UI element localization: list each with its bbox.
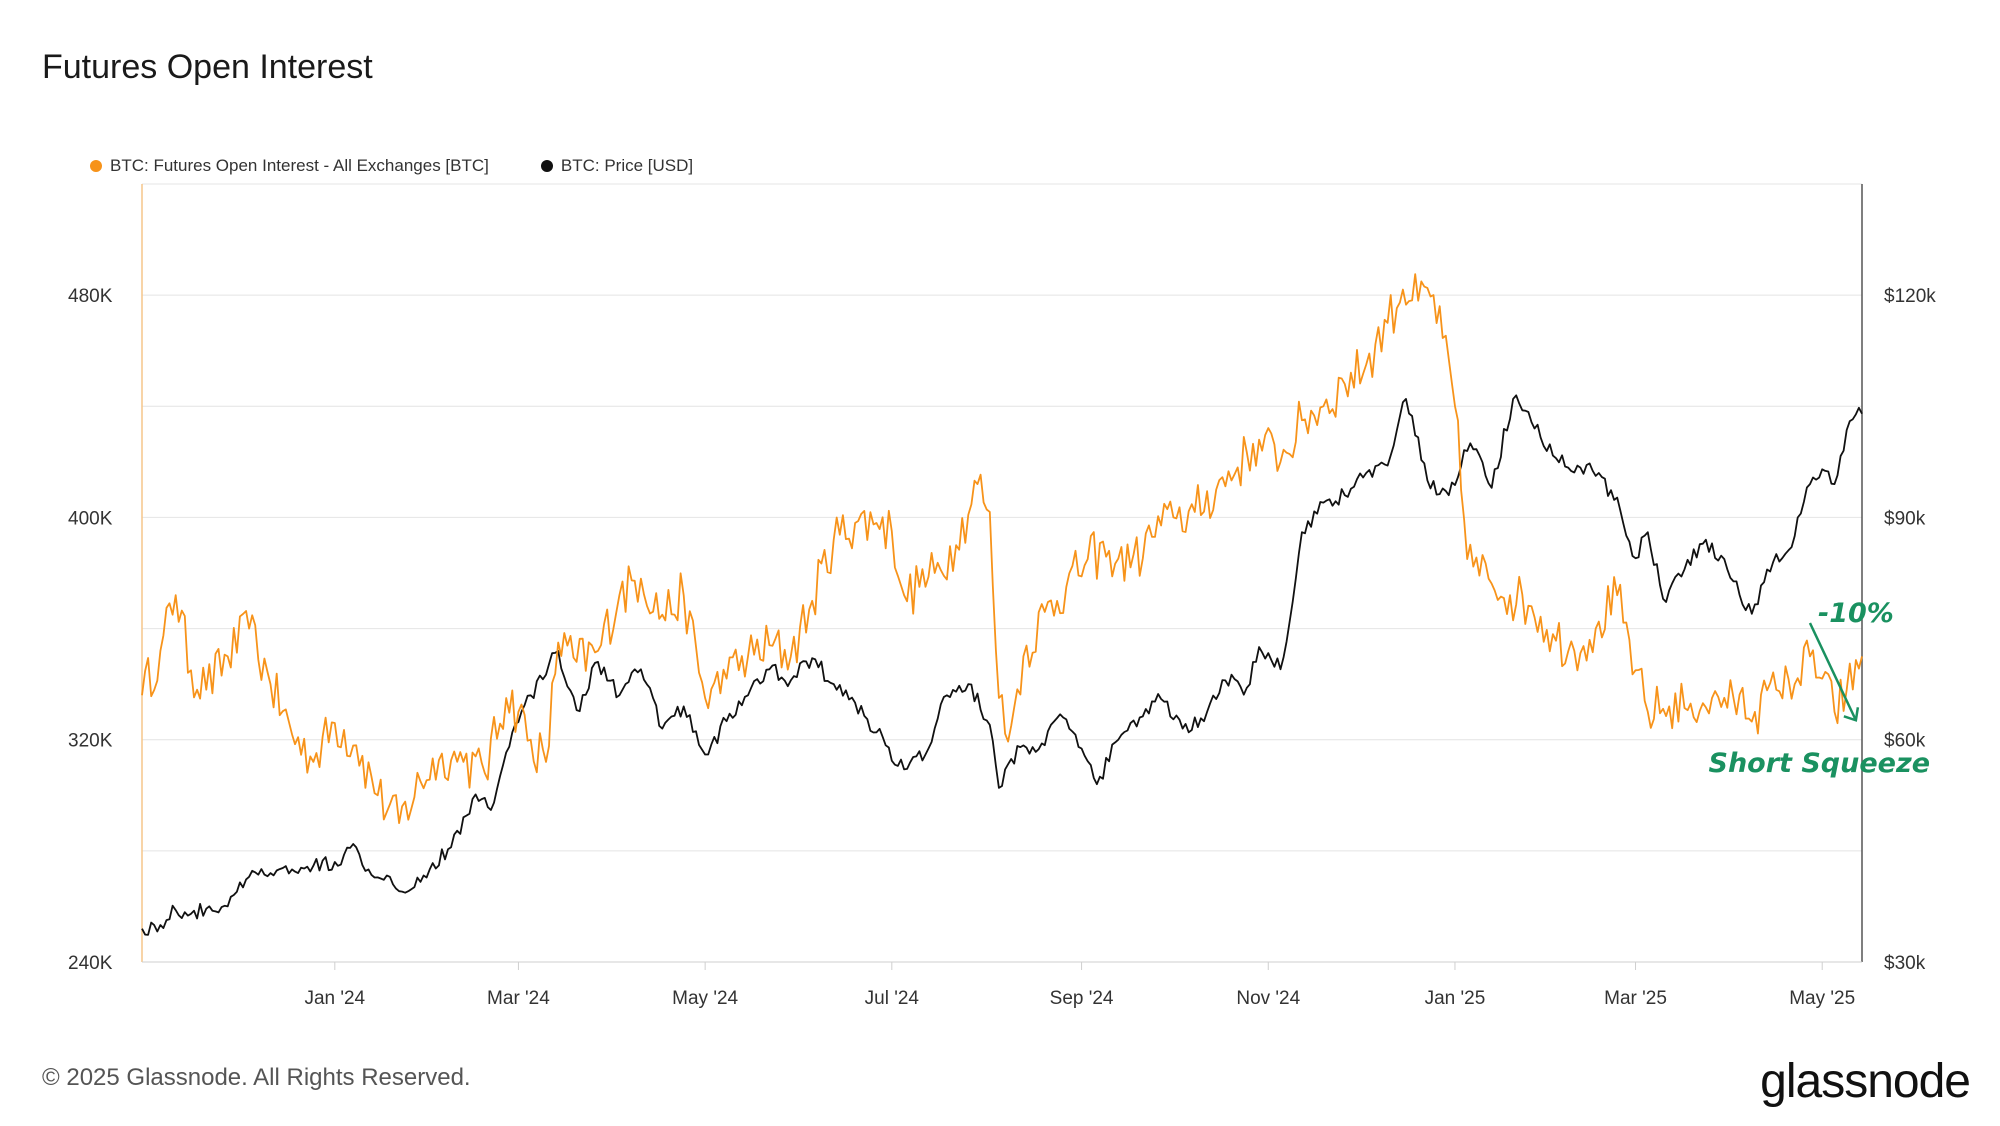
series-line-price[interactable]: [141, 394, 1863, 936]
legend-dot-orange-icon: [90, 160, 102, 172]
legend-item-price[interactable]: BTC: Price [USD]: [540, 156, 694, 176]
x-tick-label: Jan '25: [1425, 988, 1486, 1009]
y-right-tick-label: $60k: [1884, 731, 1926, 752]
legend-item-open-interest[interactable]: BTC: Futures Open Interest - All Exchang…: [90, 156, 489, 176]
x-tick-label: Jan '24: [304, 988, 365, 1009]
y-left-tick-label: 240K: [68, 953, 113, 974]
copyright-notice: © 2025 Glassnode. All Rights Reserved.: [42, 1064, 471, 1091]
annotation-arrow-line: [1808, 622, 1858, 721]
legend-label-open-interest: BTC: Futures Open Interest - All Exchang…: [110, 156, 489, 175]
legend-label-price: BTC: Price [USD]: [560, 156, 694, 175]
x-tick-label: Mar '24: [487, 988, 550, 1009]
y-left-tick-label: 320K: [68, 731, 113, 752]
annotation-short-squeeze-label: Short Squeeze: [1709, 748, 1930, 779]
glassnode-logo[interactable]: glassnode: [1760, 1055, 1971, 1108]
x-tick-label: Mar '25: [1604, 988, 1667, 1009]
x-tick-label: Jul '24: [865, 988, 920, 1009]
annotation-arrowhead-icon: [1843, 707, 1860, 722]
page-title: Futures Open Interest: [42, 48, 373, 86]
series-lines: [141, 273, 1863, 936]
y-right-tick-label: $30k: [1884, 953, 1926, 974]
axes: [141, 184, 1863, 963]
y-left-tick-label: 480K: [68, 286, 113, 307]
x-tick-label: Sep '24: [1050, 988, 1114, 1009]
x-tick-label: May '25: [1789, 988, 1855, 1009]
x-tick-label: Nov '24: [1236, 988, 1300, 1009]
y-left-tick-label: 400K: [68, 508, 113, 529]
grid-lines: [142, 183, 1862, 970]
annotations: -10% Short Squeeze: [1709, 598, 1930, 779]
annotation-percent-label: -10%: [1818, 598, 1894, 629]
series-line-open-interest[interactable]: [141, 273, 1863, 824]
tick-labels: Jan '24 Mar '24 May '24 Jul '24 Sep '24 Nov '…: [68, 286, 1936, 1009]
y-right-tick-label: $120k: [1884, 286, 1936, 307]
legend-dot-black-icon: [540, 160, 553, 172]
chart-legend: BTC: Futures Open Interest - All Exchang…: [90, 156, 693, 176]
x-tick-label: May '24: [672, 988, 738, 1009]
y-right-tick-label: $90k: [1884, 508, 1926, 529]
